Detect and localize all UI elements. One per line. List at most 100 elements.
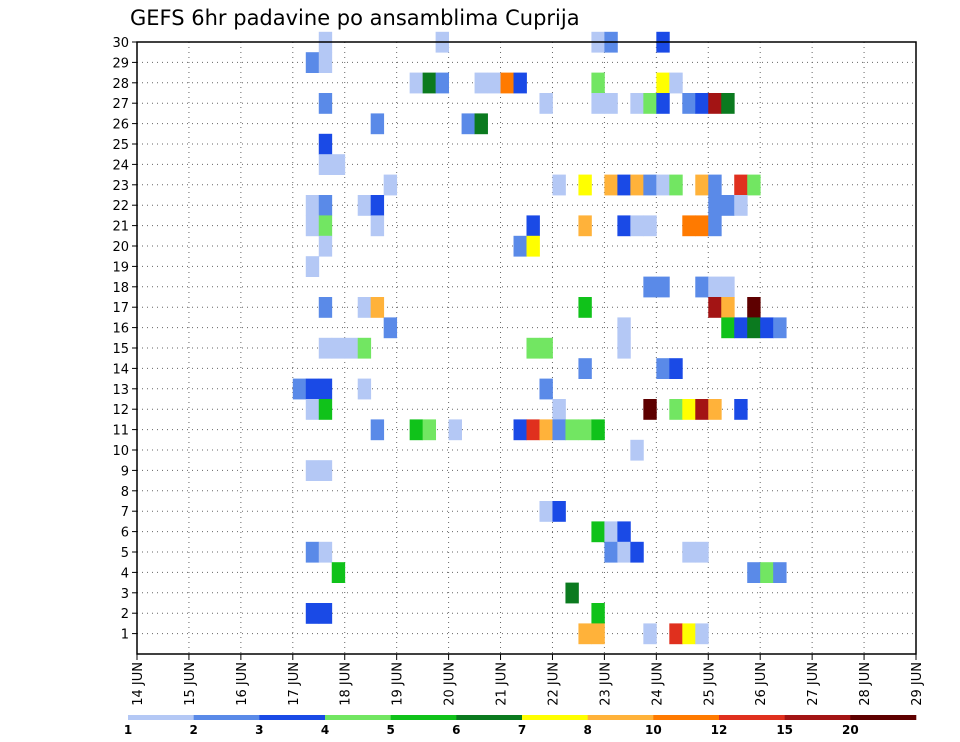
data-cell <box>513 72 527 94</box>
colorbar-swatch <box>456 715 523 720</box>
data-cell <box>578 419 592 441</box>
data-cell <box>526 235 540 257</box>
data-cell <box>318 133 333 155</box>
x-tick-label: 24 JUN <box>650 662 665 706</box>
data-cell <box>708 195 722 216</box>
colorbar-label: 20 <box>842 723 859 737</box>
data-cell <box>318 541 333 563</box>
data-cell <box>305 256 320 277</box>
y-tick-label: 9 <box>121 464 129 479</box>
data-cell <box>565 582 579 604</box>
data-cell <box>370 215 385 237</box>
x-tick-label: 15 JUN <box>183 662 198 706</box>
data-cell <box>760 317 774 339</box>
y-tick-label: 20 <box>112 240 129 255</box>
data-cell <box>604 541 618 563</box>
data-cell <box>721 276 735 298</box>
colorbar-swatch <box>850 715 917 720</box>
y-tick-label: 29 <box>112 56 129 71</box>
data-cell <box>435 72 449 94</box>
data-cell <box>630 93 644 114</box>
x-tick-label: 14 JUN <box>131 662 146 706</box>
data-cell <box>734 195 748 216</box>
y-tick-label: 3 <box>121 587 129 602</box>
y-tick-label: 6 <box>121 526 129 541</box>
data-cell <box>708 297 722 318</box>
data-cell <box>643 276 657 298</box>
data-cell <box>539 93 553 114</box>
data-cell <box>305 378 320 400</box>
data-cell <box>656 358 670 379</box>
colorbar-swatch <box>193 715 260 720</box>
data-cell <box>422 419 437 441</box>
x-tick-label: 26 JUN <box>754 662 769 706</box>
data-cell <box>552 419 566 441</box>
data-cell <box>643 623 657 645</box>
data-cell <box>552 501 566 522</box>
x-tick-label: 18 JUN <box>339 662 354 706</box>
data-cell <box>305 460 320 481</box>
data-cell <box>591 603 605 624</box>
data-cell <box>669 358 683 379</box>
y-tick-label: 25 <box>112 138 129 153</box>
data-cell <box>370 195 385 216</box>
data-cell <box>318 154 333 175</box>
colorbar-label: 3 <box>255 723 263 737</box>
data-cell <box>305 195 320 216</box>
data-cell <box>552 174 566 196</box>
data-cell <box>617 174 631 196</box>
data-cell <box>383 174 398 196</box>
data-cell <box>656 276 670 298</box>
data-cell <box>318 52 333 73</box>
y-tick-label: 24 <box>112 158 129 173</box>
data-cell <box>539 337 553 359</box>
data-cell <box>370 113 385 135</box>
data-cell <box>656 72 670 94</box>
data-cell <box>318 337 333 359</box>
data-cell <box>370 419 385 441</box>
data-cell <box>305 52 320 73</box>
data-cell <box>643 93 657 114</box>
data-cell <box>773 317 787 339</box>
data-cell <box>721 297 735 318</box>
data-cell <box>474 72 488 94</box>
data-cell <box>578 623 592 645</box>
data-cell <box>409 72 424 94</box>
data-cell <box>526 215 540 237</box>
colorbar-label: 1 <box>124 723 132 737</box>
colorbar-swatch <box>390 715 457 720</box>
y-tick-label: 15 <box>112 342 129 357</box>
data-cell <box>695 541 709 563</box>
data-cell <box>513 419 527 441</box>
colorbar-swatch <box>325 715 391 720</box>
data-cell <box>409 419 424 441</box>
colorbar-label: 2 <box>189 723 197 737</box>
chart-title: GEFS 6hr padavine po ansamblima Cuprija <box>130 6 580 30</box>
data-cell <box>708 276 722 298</box>
colorbar-swatch <box>587 715 654 720</box>
y-tick-label: 4 <box>121 566 129 581</box>
y-tick-label: 7 <box>121 505 129 520</box>
y-tick-label: 11 <box>112 424 129 439</box>
data-cell <box>318 215 333 237</box>
data-cell <box>591 521 605 543</box>
data-cell <box>331 337 346 359</box>
data-cell <box>318 195 333 216</box>
data-cell <box>643 174 657 196</box>
data-cell <box>604 174 618 196</box>
data-cell <box>292 378 307 400</box>
colorbar-swatch <box>653 715 720 720</box>
data-cell <box>357 297 372 318</box>
data-cell <box>682 93 696 114</box>
colorbar-swatch <box>719 715 785 720</box>
colorbar-swatch <box>259 715 326 720</box>
data-cell <box>604 521 618 543</box>
data-cell <box>318 378 333 400</box>
data-cell <box>526 337 540 359</box>
colorbar-label: 15 <box>776 723 793 737</box>
colorbar-label: 4 <box>321 723 329 737</box>
data-cell <box>370 297 385 318</box>
data-cell <box>318 235 333 257</box>
x-tick-label: 25 JUN <box>702 662 717 706</box>
